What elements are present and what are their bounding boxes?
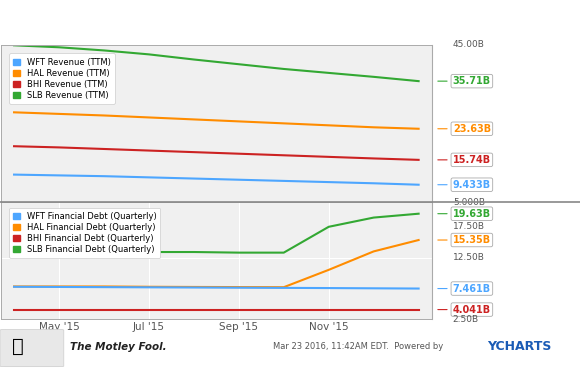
Text: 7.461B: 7.461B (453, 283, 491, 293)
Text: 4.041B: 4.041B (453, 305, 491, 315)
Text: The Motley Fool.: The Motley Fool. (70, 342, 166, 352)
FancyBboxPatch shape (0, 329, 64, 367)
Text: 15.74B: 15.74B (453, 155, 491, 165)
Text: 5.000B: 5.000B (453, 198, 485, 207)
Text: 2.50B: 2.50B (453, 315, 479, 324)
Text: 19.63B: 19.63B (453, 209, 491, 219)
Text: 12.50B: 12.50B (453, 253, 485, 262)
Text: 9.433B: 9.433B (453, 180, 491, 190)
Text: 45.00B: 45.00B (453, 40, 485, 49)
Legend: WFT Financial Debt (Quarterly), HAL Financial Debt (Quarterly), BHI Financial De: WFT Financial Debt (Quarterly), HAL Fina… (9, 207, 161, 258)
Text: 15.35B: 15.35B (453, 235, 491, 245)
Text: 35.71B: 35.71B (453, 76, 491, 86)
Text: YCHARTS: YCHARTS (487, 340, 552, 354)
Legend: WFT Revenue (TTM), HAL Revenue (TTM), BHI Revenue (TTM), SLB Revenue (TTM): WFT Revenue (TTM), HAL Revenue (TTM), BH… (9, 53, 115, 104)
Text: 23.63B: 23.63B (453, 124, 491, 134)
Text: 🤡: 🤡 (12, 337, 23, 357)
Text: 17.50B: 17.50B (453, 222, 485, 231)
Text: Mar 23 2016, 11:42AM EDT.  Powered by: Mar 23 2016, 11:42AM EDT. Powered by (273, 342, 443, 351)
